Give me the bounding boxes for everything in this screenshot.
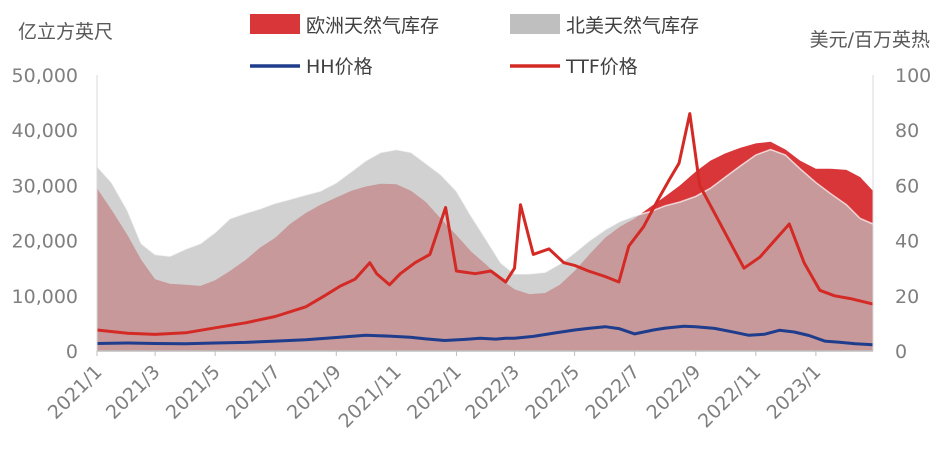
left-tick-label: 30,000 — [12, 175, 78, 197]
right-tick-label: 60 — [895, 175, 919, 197]
x-tick-label: 2022/3 — [461, 361, 524, 424]
legend-label-ttf-price: TTF价格 — [565, 56, 638, 78]
left-tick-label: 40,000 — [12, 120, 78, 142]
left-axis-unit-label: 亿立方英尺 — [18, 21, 113, 43]
legend-swatch-europe-storage — [250, 14, 300, 34]
line-hh-price — [96, 324, 874, 347]
x-tick-label: 2021/11 — [335, 361, 406, 432]
x-tick-label: 2021/1 — [44, 361, 107, 424]
legend: 欧洲天然气库存 北美天然气库存 HH价格 TTF价格 — [250, 14, 699, 78]
right-axis-unit-label: 美元/百万英热 — [810, 29, 930, 51]
x-tick-label: 2021/5 — [162, 361, 225, 424]
legend-label-europe-storage: 欧洲天然气库存 — [306, 15, 439, 37]
left-tick-label: 10,000 — [12, 286, 78, 308]
x-tick-label: 2023/1 — [763, 361, 826, 424]
x-tick-label: 2022/11 — [694, 361, 765, 432]
left-tick-label: 0 — [66, 341, 78, 363]
legend-swatch-north-america-storage — [510, 14, 560, 34]
right-tick-label: 40 — [895, 231, 919, 253]
x-tick-label: 2021/3 — [102, 361, 165, 424]
area-north-america-storage — [97, 149, 873, 351]
x-tick-label: 2022/1 — [403, 361, 466, 424]
area-edge-north-america-storage — [96, 148, 874, 275]
right-tick-label: 20 — [895, 286, 919, 308]
left-tick-label: 50,000 — [12, 65, 78, 87]
x-tick-label: 2021/7 — [222, 361, 285, 424]
x-tick-label: 2022/7 — [581, 361, 644, 424]
right-tick-label: 80 — [895, 120, 919, 142]
left-tick-label: 20,000 — [12, 231, 78, 253]
legend-label-north-america-storage: 北美天然气库存 — [566, 15, 699, 37]
legend-label-hh-price: HH价格 — [306, 56, 373, 78]
plot-area — [96, 112, 874, 351]
line-ttf-price — [96, 112, 874, 336]
x-tick-label: 2022/5 — [521, 361, 584, 424]
right-tick-label: 100 — [895, 65, 931, 87]
right-tick-label: 0 — [895, 341, 907, 363]
